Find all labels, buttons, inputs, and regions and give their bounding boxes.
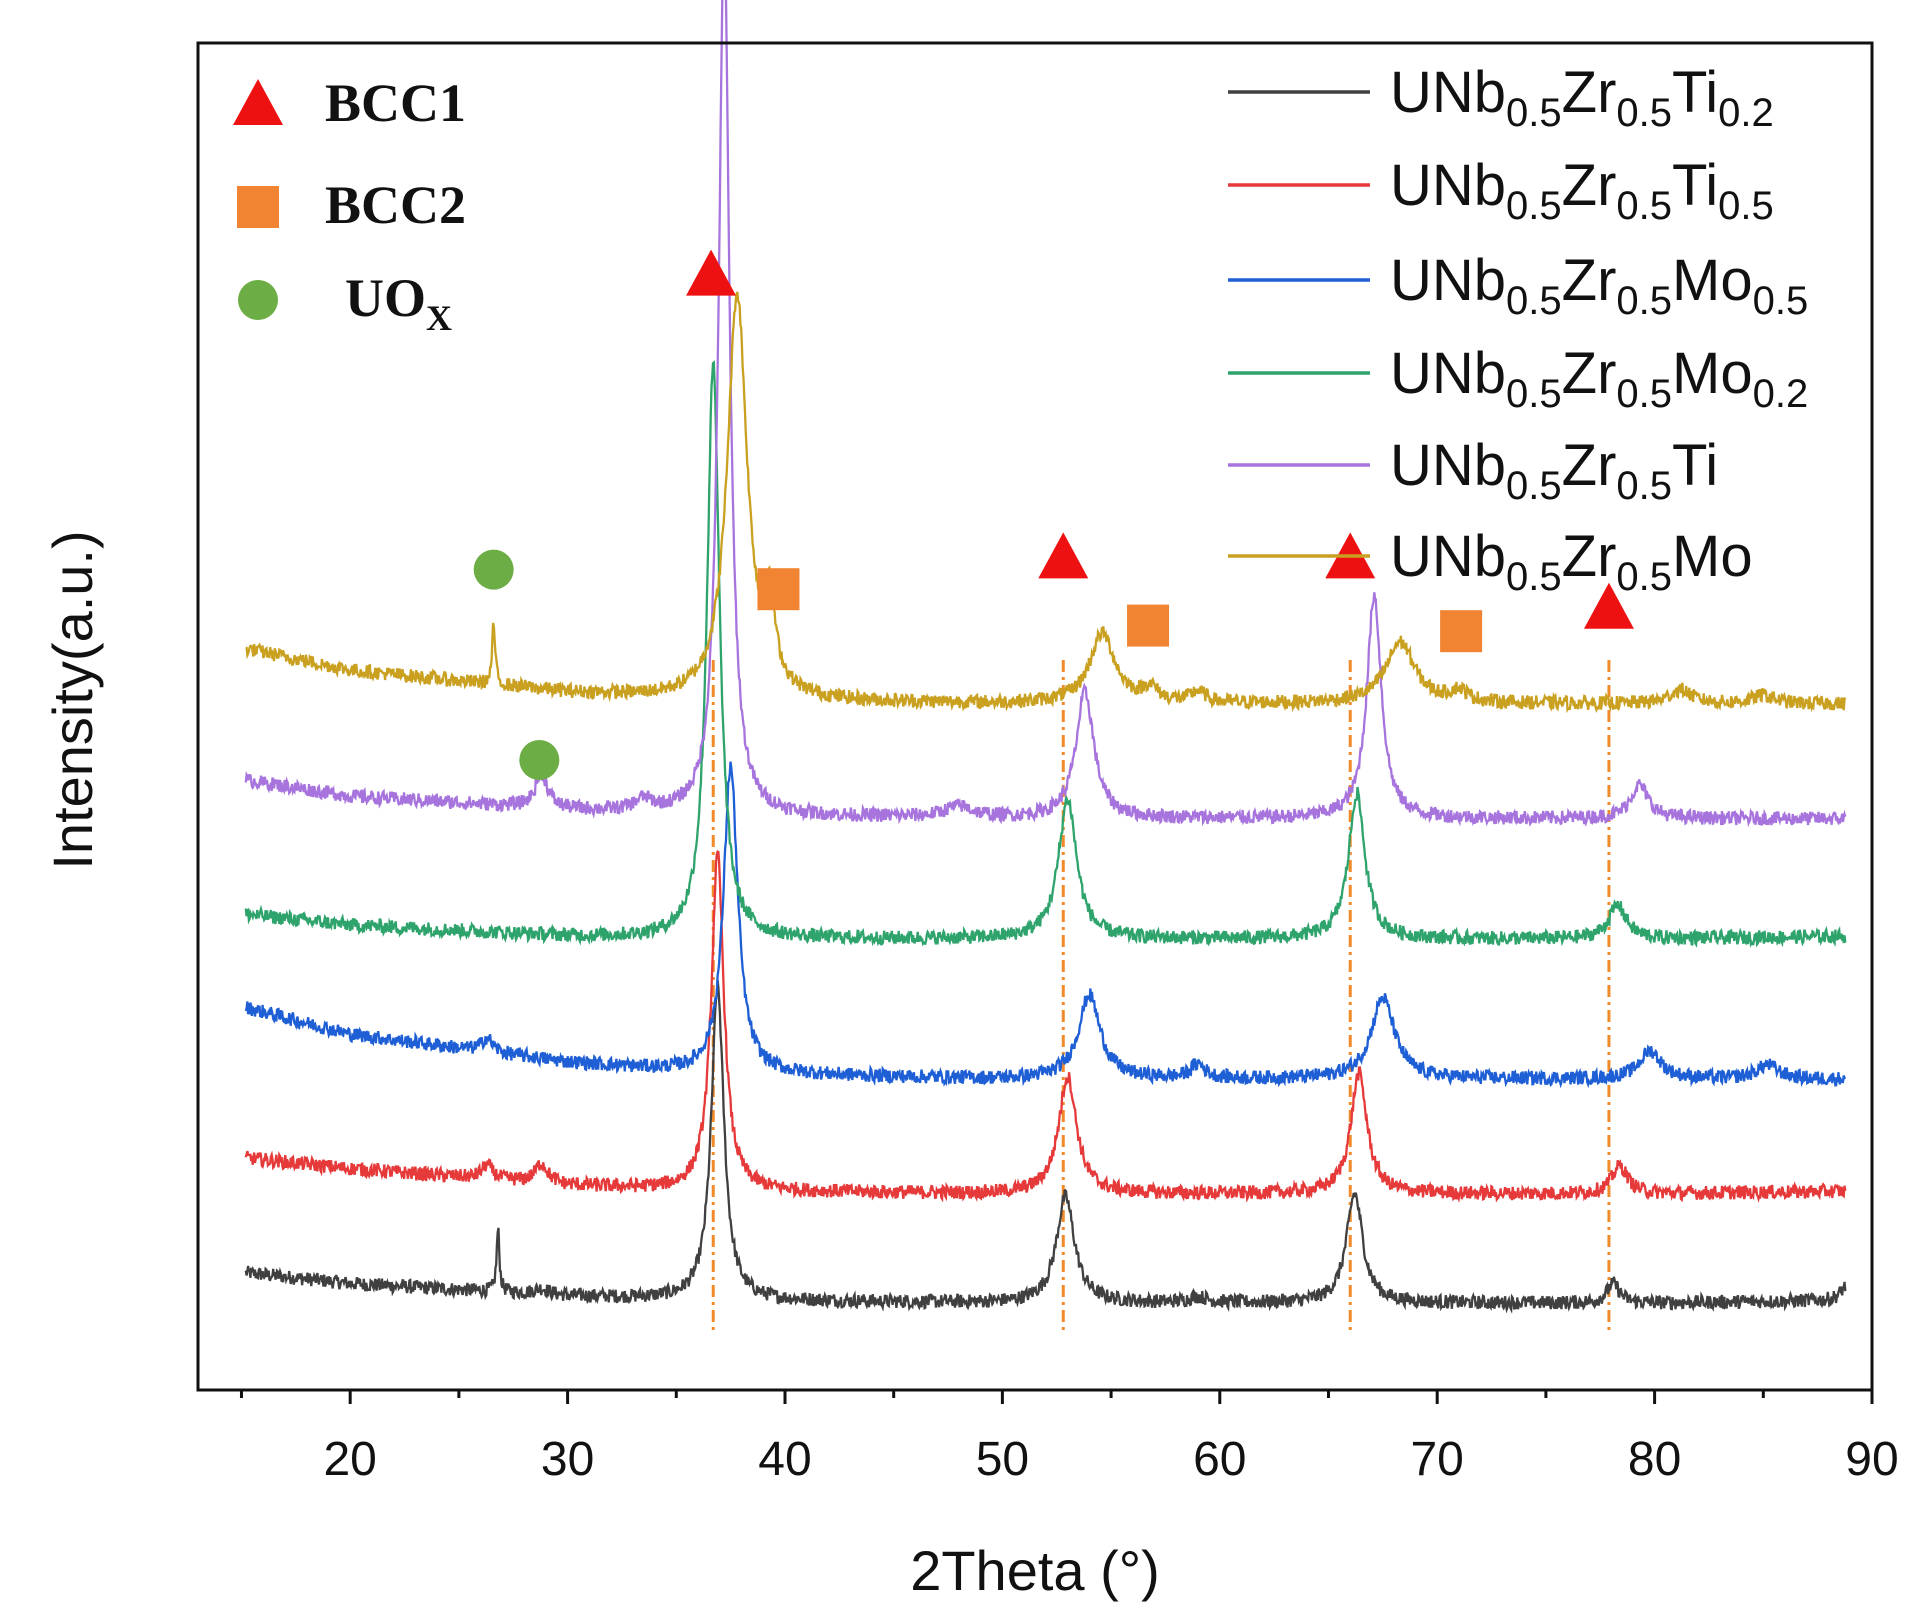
legend-series-label: UNb0.5Zr0.5Ti0.5 <box>1390 153 1774 228</box>
legend-series-label: UNb0.5Zr0.5Mo0.5 <box>1390 248 1808 323</box>
legend-series-label: UNb0.5Zr0.5Mo <box>1390 524 1753 599</box>
legend-square-icon <box>237 186 279 228</box>
phase-markers <box>473 249 1634 780</box>
series-line-1 <box>244 850 1847 1203</box>
bcc1-marker-3 <box>1583 582 1634 629</box>
legend-circle-icon <box>238 280 278 320</box>
x-tick-label: 70 <box>1410 1433 1463 1486</box>
bcc1-marker-1 <box>1038 532 1089 579</box>
legend-triangle-icon <box>233 79 283 125</box>
x-tick-label: 40 <box>758 1433 811 1486</box>
legend-series-label: UNb0.5Zr0.5Ti <box>1390 433 1718 508</box>
series-line-2 <box>244 761 1847 1089</box>
x-tick-label: 90 <box>1845 1433 1898 1486</box>
series-line-3 <box>244 360 1847 948</box>
series-line-4 <box>244 0 1847 828</box>
series-curves <box>244 0 1847 1314</box>
uox-marker-1 <box>519 740 560 780</box>
bcc2-marker-2 <box>1440 610 1483 653</box>
y-axis-label: Intensity(a.u.) <box>41 530 104 869</box>
x-axis-ticks: 20 30 40 50 60 70 80 90 <box>239 1390 1899 1486</box>
series-legend: UNb0.5Zr0.5Ti0.2 UNb0.5Zr0.5Ti0.5 UNb0.5Zr… <box>1228 60 1808 599</box>
legend-marker-label: UOX <box>345 268 452 338</box>
bcc2-marker-0 <box>757 568 800 611</box>
x-axis-label: 2Theta (°) <box>910 1539 1160 1602</box>
bcc2-marker-1 <box>1127 604 1170 647</box>
x-tick-label: 20 <box>323 1433 376 1486</box>
x-tick-label: 80 <box>1628 1433 1681 1486</box>
legend-series-label: UNb0.5Zr0.5Mo0.2 <box>1390 341 1808 416</box>
legend-marker-label: BCC2 <box>325 175 466 235</box>
plot-frame <box>196 41 1874 1392</box>
legend-marker-label: BCC1 <box>325 73 466 133</box>
x-tick-label: 60 <box>1193 1433 1246 1486</box>
uox-marker-0 <box>473 549 514 590</box>
series-line-0 <box>244 979 1847 1314</box>
reference-lines <box>711 660 1611 1330</box>
marker-legend: BCC1 BCC2 UOX <box>233 73 466 338</box>
series-line-5 <box>245 291 1847 714</box>
bcc1-marker-0 <box>686 249 737 296</box>
x-tick-label: 30 <box>541 1433 594 1486</box>
legend-series-label: UNb0.5Zr0.5Ti0.2 <box>1390 60 1774 135</box>
x-tick-label: 50 <box>976 1433 1029 1486</box>
